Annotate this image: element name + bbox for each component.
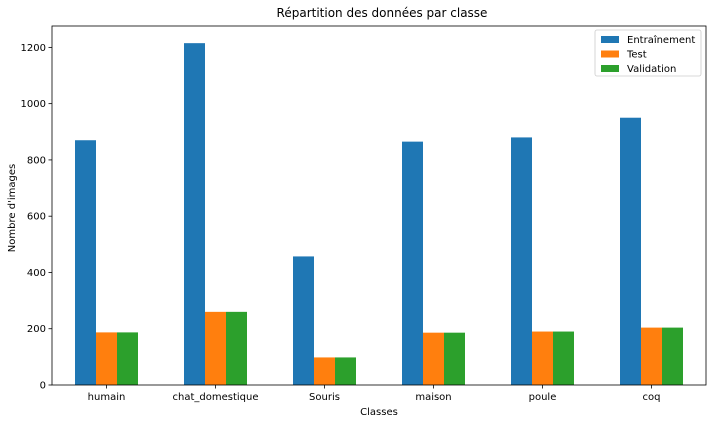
x-tick-label: chat_domestique bbox=[173, 392, 259, 403]
y-tick-label: 0 bbox=[40, 381, 46, 392]
y-axis: 0 200 400 600 800 1000 1200 bbox=[21, 43, 52, 392]
bar-test-souris bbox=[314, 357, 335, 385]
bar-test-chat-domestique bbox=[205, 311, 226, 385]
legend: Entraînement Test Validation bbox=[594, 29, 702, 77]
y-tick-label: 200 bbox=[27, 324, 46, 335]
bar-validation-poule bbox=[553, 331, 574, 385]
x-tick-label: maison bbox=[415, 392, 451, 403]
y-tick-label: 400 bbox=[27, 268, 46, 279]
bar-entra-nement-maison bbox=[402, 141, 423, 385]
y-axis-label: Nombre d'images bbox=[7, 164, 18, 252]
y-tick-label: 1200 bbox=[21, 43, 46, 54]
legend-swatch bbox=[601, 50, 619, 58]
bar-validation-souris bbox=[335, 357, 356, 385]
y-tick-label: 800 bbox=[27, 155, 46, 166]
chart-title: Répartition des données par classe bbox=[277, 6, 488, 20]
x-axis: humain chat_domestique Souris maison poule co… bbox=[88, 385, 661, 403]
bar-validation-humain bbox=[117, 332, 138, 385]
plot-frame bbox=[51, 25, 707, 386]
x-tick-label: coq bbox=[643, 392, 661, 403]
legend-box bbox=[594, 29, 702, 77]
bar-test-poule bbox=[532, 331, 553, 385]
y-tick-label: 600 bbox=[27, 212, 46, 223]
legend-swatch bbox=[601, 65, 619, 72]
bar-test-maison bbox=[423, 332, 444, 385]
bar-validation-chat-domestique bbox=[226, 311, 247, 385]
legend-label: Validation bbox=[627, 64, 676, 75]
bar-entra-nement-souris bbox=[293, 256, 314, 385]
legend-swatch bbox=[601, 36, 619, 43]
bar-entra-nement-humain bbox=[75, 140, 96, 385]
x-tick-label: humain bbox=[88, 392, 126, 403]
bar-test-coq bbox=[641, 327, 662, 385]
legend-label: Entraînement bbox=[627, 34, 695, 46]
x-axis-label: Classes bbox=[360, 407, 398, 418]
bar-test-humain bbox=[96, 332, 117, 385]
x-tick-label: poule bbox=[529, 392, 557, 403]
bar-entra-nement-coq bbox=[620, 117, 641, 386]
bar-validation-coq bbox=[662, 327, 683, 385]
bar-entra-nement-poule bbox=[511, 137, 532, 385]
bar-entra-nement-chat-domestique bbox=[184, 43, 205, 385]
y-tick-label: 1000 bbox=[21, 99, 46, 110]
legend-label: Test bbox=[626, 50, 647, 61]
bar-validation-maison bbox=[444, 332, 465, 385]
plot-area bbox=[75, 43, 683, 386]
x-tick-label: Souris bbox=[309, 392, 340, 403]
